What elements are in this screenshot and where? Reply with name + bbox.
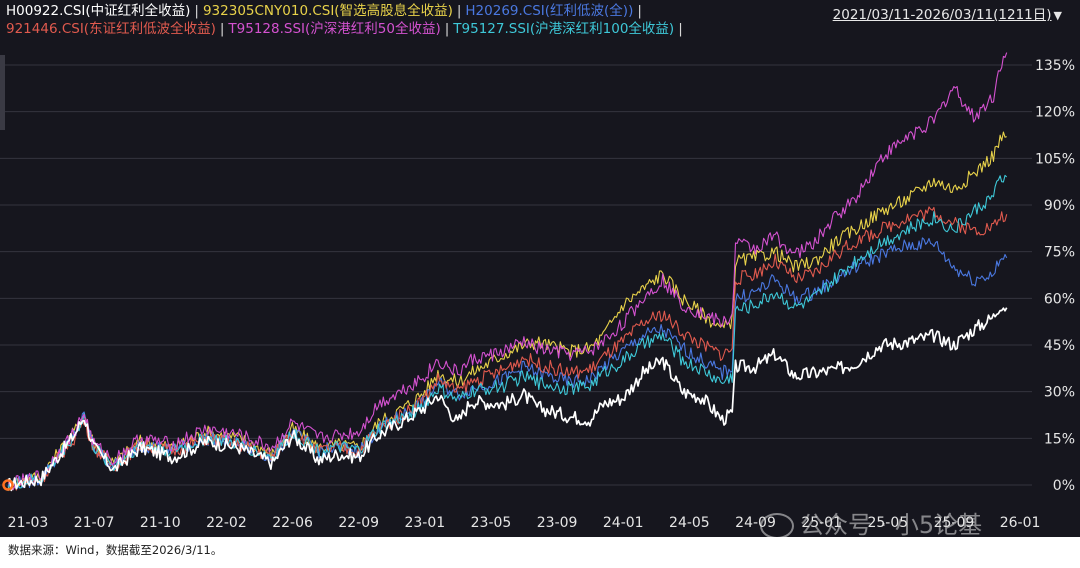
legend-item[interactable]: T95127.SSI(沪港深红利100全收益) — [453, 21, 675, 37]
source-note: 数据来源：Wind，数据截至2026/3/11。 — [8, 543, 223, 557]
y-tick-label: 60% — [1044, 291, 1075, 307]
start-marker — [2, 479, 14, 491]
watermark-text: 公众号 · 小5论基 — [800, 511, 983, 537]
dropdown-arrow-icon[interactable]: ▼ — [1053, 9, 1062, 22]
legend-item[interactable]: 921446.CSI(东证红利低波全收益) — [6, 21, 216, 37]
legend-separator: | — [637, 3, 642, 19]
legend-separator: | — [444, 21, 450, 37]
y-axis-ticks: 0% 15% 30% 45% 60% 75% 90% 105% 120% 135% — [1035, 58, 1075, 494]
line-chart: 0%15%30%45%60%75%90%105%120%135% 21-03 21… — [0, 52, 1075, 531]
legend-row: H00922.CSI(中证红利全收益) | 932305CNY010.CSI(智选高… — [6, 2, 806, 20]
x-tick-label: 22-02 — [206, 515, 247, 531]
series-line — [7, 131, 1007, 491]
legend-separator: | — [678, 21, 683, 37]
watermark: 公众号 · 小5论基 — [760, 505, 982, 537]
legend-item[interactable]: H20269.CSI(红利低波(全)) — [465, 3, 634, 19]
x-tick-label: 21-07 — [74, 515, 115, 531]
series-lines — [7, 52, 1008, 492]
y-tick-label: 105% — [1035, 151, 1075, 167]
legend-separator: | — [219, 21, 225, 37]
series-line — [7, 206, 1008, 492]
y-tick-label: 120% — [1035, 105, 1075, 121]
x-tick-label: 21-03 — [8, 515, 49, 531]
date-range-label[interactable]: 2021/03/11-2026/03/11(1211日) — [832, 7, 1052, 23]
y-tick-label: 15% — [1044, 431, 1075, 447]
x-tick-label: 24-01 — [603, 515, 644, 531]
legend-item[interactable]: H00922.CSI(中证红利全收益) — [6, 3, 191, 19]
x-tick-label: 25-05 — [867, 515, 908, 531]
x-tick-label: 22-09 — [338, 515, 379, 531]
legend-separator: | — [194, 3, 199, 19]
x-tick-label: 25-01 — [801, 515, 842, 531]
series-line — [7, 52, 1008, 491]
start-point-marker — [2, 479, 14, 491]
legend-row: 921446.CSI(东证红利低波全收益) | T95128.SSI(沪深港红利50… — [6, 20, 806, 38]
y-tick-label: 90% — [1044, 198, 1075, 214]
legend-separator: | — [456, 3, 462, 19]
chart-panel: 0% 15% 30% 45% 60% 75% 90% 105% 120% 135% 21-03 21… — [0, 0, 1080, 537]
y-tick-label: 135% — [1035, 58, 1075, 74]
x-tick-label: 23-05 — [471, 515, 512, 531]
legend-item[interactable]: 932305CNY010.CSI(智选高股息全收益) — [202, 3, 453, 19]
x-tick-label: 23-09 — [537, 515, 578, 531]
grid-lines — [0, 64, 1032, 486]
y-tick-label: 75% — [1044, 245, 1075, 261]
y-tick-label: 45% — [1044, 338, 1075, 354]
x-tick-label: 26-01 — [1000, 515, 1041, 531]
x-tick-label: 25-09 — [934, 515, 975, 531]
y-tick-label: 30% — [1044, 385, 1075, 401]
x-tick-label: 22-06 — [272, 515, 313, 531]
x-tick-label: 24-05 — [669, 515, 710, 531]
wechat-icon — [760, 513, 794, 537]
x-axis-ticks: 21-03 21-07 21-10 22-02 22-06 22-09 23-01 23-05… — [8, 515, 1041, 531]
x-tick-label: 21-10 — [140, 515, 181, 531]
legend-item[interactable]: T95128.SSI(沪深港红利50全收益) — [228, 21, 441, 37]
series-line — [7, 307, 1008, 492]
x-tick-label: 23-01 — [404, 515, 445, 531]
legend: H00922.CSI(中证红利全收益) | 932305CNY010.CSI(智选高… — [6, 2, 806, 38]
scroll-handle[interactable] — [0, 55, 5, 130]
date-range-selector[interactable]: 2021/03/11-2026/03/11(1211日) ▼ — [833, 3, 1062, 23]
y-tick-label: 0% — [1053, 478, 1075, 494]
